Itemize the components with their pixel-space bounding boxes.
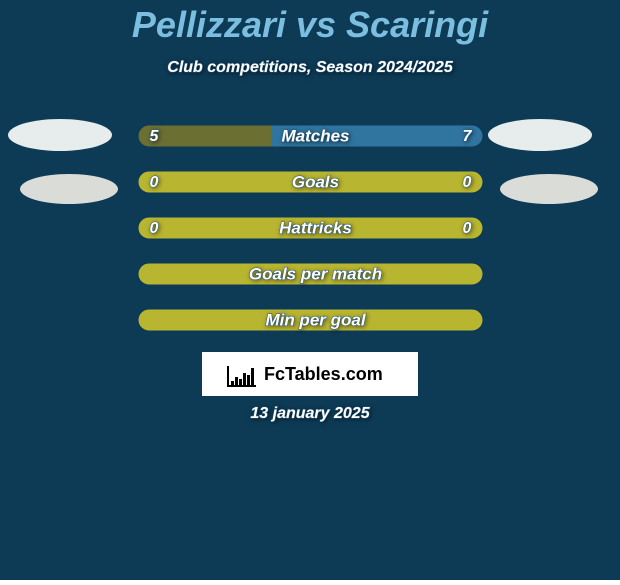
placeholder-ellipse bbox=[500, 174, 598, 204]
stat-value-right: 0 bbox=[463, 174, 472, 191]
comparison-title: Pellizzari vs Scaringi bbox=[132, 4, 489, 45]
stat-label: Min per goal bbox=[265, 310, 366, 329]
stat-value-right: 7 bbox=[463, 128, 473, 145]
stat-value-left: 5 bbox=[150, 128, 160, 145]
stat-row: Goals 0 0 bbox=[138, 171, 483, 193]
stat-value-left: 0 bbox=[150, 220, 159, 237]
stat-label: Goals bbox=[292, 172, 339, 191]
placeholder-ellipse bbox=[8, 119, 112, 151]
placeholder-ellipse bbox=[20, 174, 118, 204]
chart-background bbox=[0, 0, 620, 580]
logo-text: FcTables.com bbox=[264, 364, 383, 384]
stat-label: Goals per match bbox=[249, 264, 382, 283]
comparison-chart: Pellizzari vs Scaringi Club competitions… bbox=[0, 0, 620, 580]
stat-row: Matches 5 7 bbox=[138, 125, 483, 147]
stat-row: Goals per match bbox=[138, 263, 483, 285]
stat-value-left: 0 bbox=[150, 174, 159, 191]
date-text: 13 january 2025 bbox=[250, 405, 370, 422]
fctables-logo: FcTables.com bbox=[202, 352, 418, 396]
stat-row: Min per goal bbox=[138, 309, 483, 331]
stat-label: Matches bbox=[281, 126, 349, 145]
stat-value-right: 0 bbox=[463, 220, 472, 237]
placeholder-ellipse bbox=[488, 119, 592, 151]
subtitle-text: Club competitions, Season 2024/2025 bbox=[167, 59, 454, 76]
stat-row: Hattricks 0 0 bbox=[138, 217, 483, 239]
stat-label: Hattricks bbox=[279, 218, 352, 237]
